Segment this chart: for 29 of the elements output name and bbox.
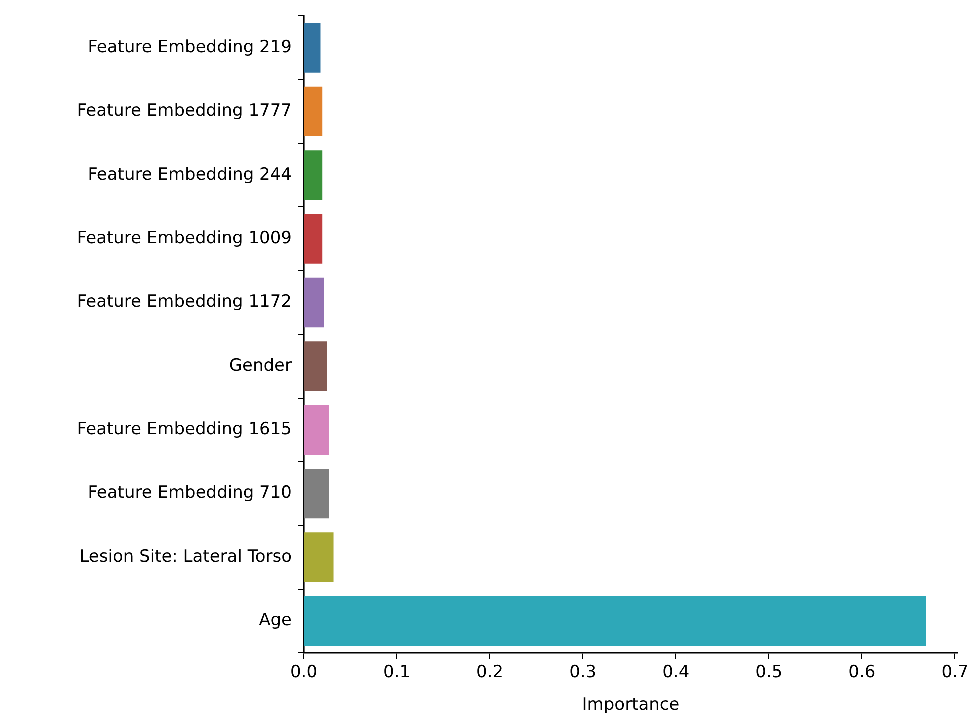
x-axis-title: Importance (582, 695, 680, 716)
y-tick-label: Lesion Site: Lateral Torso (80, 546, 292, 567)
y-tick-label: Gender (229, 356, 292, 376)
bar (304, 150, 323, 200)
x-tick-label: 0.5 (756, 662, 783, 683)
x-tick-label: 0.1 (384, 662, 411, 683)
y-tick-label: Feature Embedding 1172 (77, 292, 292, 312)
bar (304, 405, 330, 455)
x-tick-label: 0.4 (662, 662, 690, 683)
bar (304, 23, 321, 73)
bar (304, 86, 323, 137)
y-tick-label: Feature Embedding 1777 (77, 101, 292, 122)
y-tick-label: Feature Embedding 1615 (77, 420, 292, 440)
x-tick-label: 0.2 (476, 662, 504, 683)
x-tick-label: 0.3 (570, 662, 597, 683)
x-tick-label: 0.7 (942, 662, 969, 683)
x-tick-label: 0.6 (848, 662, 876, 683)
bar (304, 342, 328, 392)
bar (304, 214, 323, 264)
y-tick-label: Age (259, 610, 292, 631)
bar (304, 532, 334, 582)
bar (304, 278, 324, 328)
bar (304, 596, 926, 646)
y-tick-label: Feature Embedding 710 (88, 483, 292, 504)
bar (304, 468, 330, 519)
y-tick-label: Feature Embedding 219 (88, 37, 292, 58)
x-tick-label: 0.0 (290, 662, 318, 683)
y-tick-label: Feature Embedding 244 (88, 164, 292, 185)
y-tick-label: Feature Embedding 1009 (77, 228, 292, 248)
